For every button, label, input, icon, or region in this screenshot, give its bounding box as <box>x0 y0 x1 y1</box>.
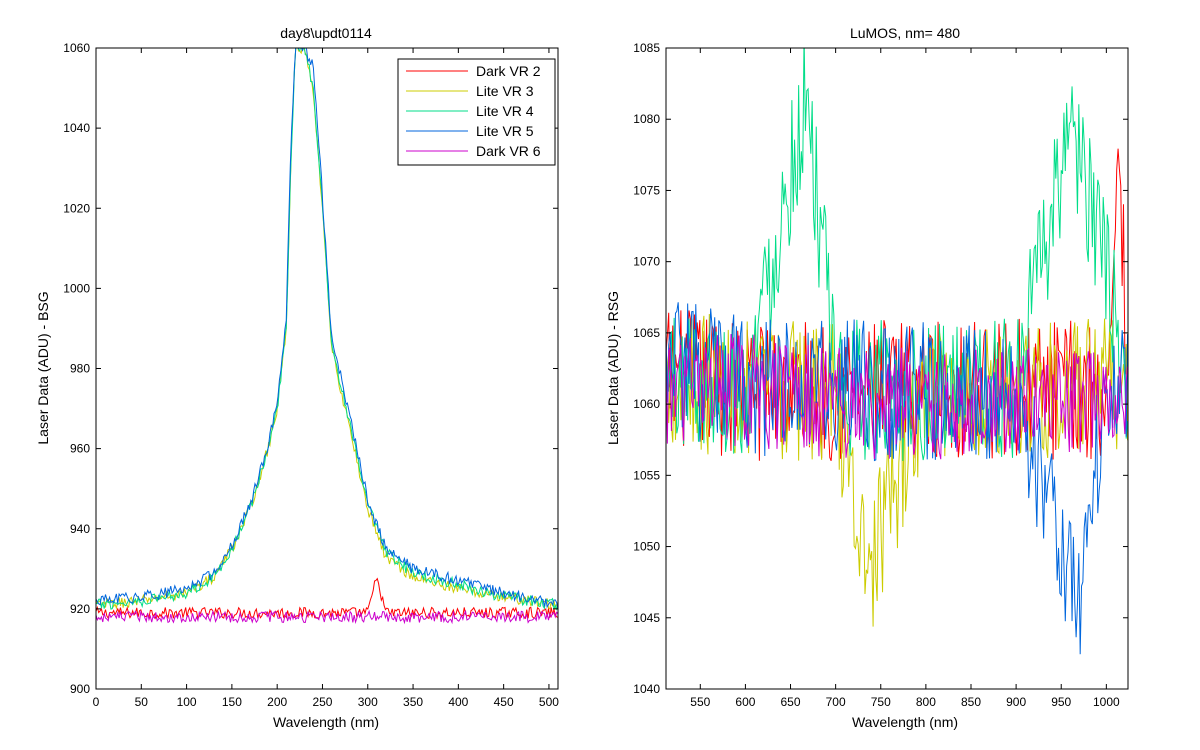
chart-left-x-tick-label: 350 <box>403 695 423 709</box>
chart-right-xlabel: Wavelength (nm) <box>852 714 958 730</box>
legend-entry: Lite VR 5 <box>476 123 534 139</box>
chart-left-series-line-5 <box>96 609 558 625</box>
chart-right: LuMOS, nm= 480 Wavelength (nm) Laser Dat… <box>605 25 1129 730</box>
chart-left-x-tick-label: 50 <box>135 695 149 709</box>
chart-left-x-tick-label: 400 <box>448 695 468 709</box>
legend-entry: Lite VR 3 <box>476 83 534 99</box>
chart-left-y-tick-label: 1060 <box>63 41 90 55</box>
chart-left-xlabel: Wavelength (nm) <box>273 714 379 730</box>
chart-left-x-tick-label: 0 <box>93 695 100 709</box>
chart-left-y-tick-label: 1040 <box>63 121 90 135</box>
chart-left-x-tick-label: 100 <box>177 695 197 709</box>
chart-right-x-tick-label: 750 <box>871 695 891 709</box>
chart-left-y-tick-label: 1000 <box>63 281 90 295</box>
chart-right-y-tick-label: 1075 <box>633 183 660 197</box>
chart-left-x-tick-label: 450 <box>494 695 514 709</box>
chart-right-x-tick-label: 1000 <box>1093 695 1120 709</box>
chart-left-series-line-4 <box>96 48 558 610</box>
chart-right-y-tick-label: 1065 <box>633 326 660 340</box>
chart-right-y-tick-label: 1070 <box>633 255 660 269</box>
chart-left-x-tick-label: 200 <box>267 695 287 709</box>
chart-left-y-tick-label: 980 <box>70 362 90 376</box>
chart-right-x-tick-label: 600 <box>735 695 755 709</box>
chart-left-title: day8\updt0114 <box>280 25 372 41</box>
chart-right-y-tick-label: 1080 <box>633 112 660 126</box>
chart-left-y-tick-label: 940 <box>70 522 90 536</box>
chart-right-x-tick-label: 900 <box>1006 695 1026 709</box>
chart-left-x-tick-label: 150 <box>222 695 242 709</box>
chart-right-y-tick-label: 1050 <box>633 540 660 554</box>
chart-left-ylabel: Laser Data (ADU) - BSG <box>35 291 51 444</box>
legend-entry: Dark VR 2 <box>476 63 541 79</box>
legend-box <box>397 58 556 166</box>
chart-left-series-line-3 <box>96 48 558 611</box>
chart-left: day8\updt0114 Wavelength (nm) Laser Data… <box>35 25 559 730</box>
chart-right-series-line-4 <box>666 302 1128 655</box>
chart-left-legend: Dark VR 2 Lite VR 3 Lite VR 4 Lite VR 5 Dark… <box>397 58 556 166</box>
chart-right-series-line-5 <box>666 334 1128 460</box>
chart-right-x-tick-label: 850 <box>961 695 981 709</box>
chart-right-x-tick-label: 550 <box>690 695 710 709</box>
chart-right-x-tick-label: 700 <box>826 695 846 709</box>
chart-left-y-tick-label: 900 <box>70 682 90 696</box>
chart-left-x-tick-label: 500 <box>539 695 559 709</box>
legend-entry: Dark VR 6 <box>476 143 541 159</box>
chart-right-x-tick-label: 800 <box>916 695 936 709</box>
chart-right-axes-box <box>665 47 1129 690</box>
chart-right-x-tick-label: 950 <box>1051 695 1071 709</box>
chart-right-y-tick-label: 1040 <box>633 682 660 696</box>
chart-left-x-tick-label: 250 <box>312 695 332 709</box>
chart-right-y-tick-label: 1045 <box>633 611 660 625</box>
chart-right-y-tick-label: 1055 <box>633 468 660 482</box>
legend-entry: Lite VR 4 <box>476 103 534 119</box>
chart-right-series-line-2 <box>666 313 1128 627</box>
chart-right-x-tick-label: 650 <box>781 695 801 709</box>
chart-left-y-tick-label: 1020 <box>63 201 90 215</box>
chart-right-title: LuMOS, nm= 480 <box>850 25 960 41</box>
chart-left-y-tick-label: 920 <box>70 602 90 616</box>
chart-right-plot-area: 550 600 650 700 750 800 850 900 950 1000 1040 1045 1… <box>633 41 1129 709</box>
chart-left-x-tick-label: 300 <box>358 695 378 709</box>
chart-right-ylabel: Laser Data (ADU) - RSG <box>605 291 621 445</box>
chart-left-y-tick-label: 960 <box>70 442 90 456</box>
chart-left-plot-area: 0 50 100 150 200 250 300 350 400 450 500 900 920 940 9… <box>63 41 559 709</box>
chart-right-y-tick-label: 1085 <box>633 41 660 55</box>
chart-right-y-tick-label: 1060 <box>633 397 660 411</box>
